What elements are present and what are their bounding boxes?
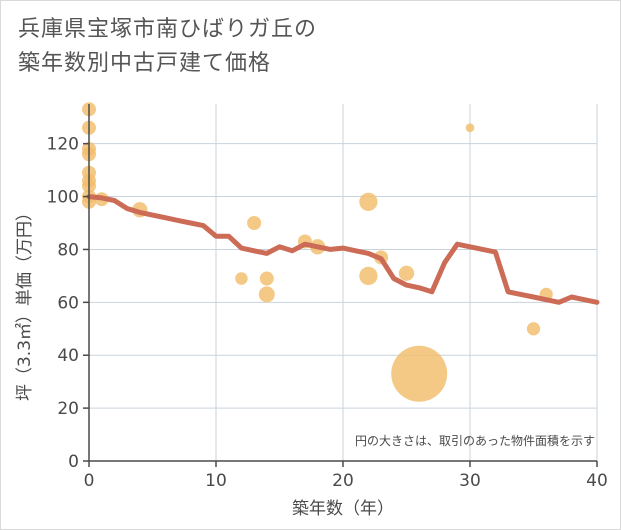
x-tick-label: 20 [332,471,354,491]
x-tick-label: 30 [459,471,481,491]
y-tick-label: 100 [47,188,79,208]
bubble-point [235,272,248,285]
x-tick-label: 40 [586,471,608,491]
bubble-size-note: 円の大きさは、取引のあった物件面積を示す [355,433,595,448]
grid-lines [89,104,598,461]
tick-labels: 0 20 40 60 80 100 120 0 10 20 30 40 [47,135,608,491]
bubble-point [526,322,541,336]
bubble-point [359,192,378,211]
bubble-point [398,265,415,281]
y-axis-label: 坪（3.3㎡）単価（万円） [15,204,35,401]
y-tick-label: 40 [57,346,79,366]
bubble-point [258,286,275,303]
x-tick-label: 10 [205,471,227,491]
bubble-point [359,266,378,286]
y-tick-label: 0 [68,452,79,472]
chart-title: 兵庫県宝塚市南ひばりガ丘の 築年数別中古戸建て価格 [18,13,317,81]
bubble-point [465,123,475,133]
y-tick-label: 120 [47,135,79,155]
trend-line [86,194,600,305]
chart-title-line-2: 築年数別中古戸建て価格 [18,51,272,76]
x-axis-label: 築年数（年） [292,499,394,519]
axes [83,104,598,467]
bubble-point [391,345,448,402]
bubble-point [247,216,262,230]
y-tick-label: 20 [57,399,79,419]
trend-series [86,194,600,305]
y-tick-label: 60 [57,293,79,313]
x-tick-label: 0 [84,471,95,491]
chart-title-line-1: 兵庫県宝塚市南ひばりガ丘の [18,17,318,42]
bubble-point [259,271,274,286]
y-tick-label: 80 [57,240,79,260]
bubble-series [82,102,553,402]
